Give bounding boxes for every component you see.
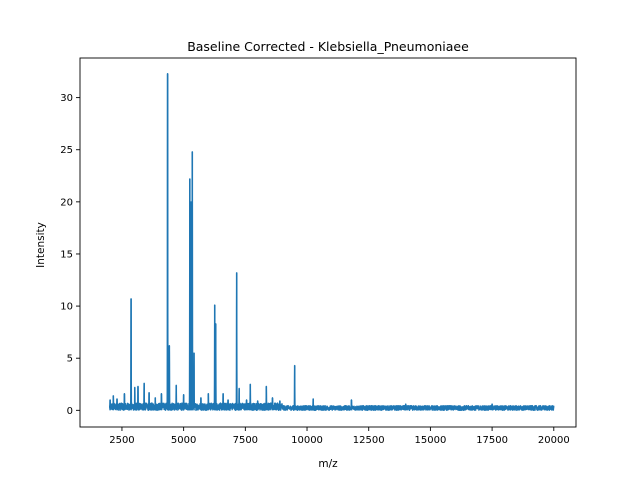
x-axis-label: m/z <box>318 458 338 470</box>
x-tick-label: 7500 <box>233 435 258 446</box>
x-tick-label: 15000 <box>415 435 447 446</box>
y-tick-label: 15 <box>60 249 73 260</box>
x-tick-label: 5000 <box>171 435 196 446</box>
x-tick-label: 20000 <box>538 435 570 446</box>
plot-area <box>108 72 555 411</box>
y-tick-label: 5 <box>67 354 73 365</box>
y-tick-label: 0 <box>67 406 73 417</box>
x-tick-label: 10000 <box>291 435 323 446</box>
y-tick-label: 30 <box>60 93 73 104</box>
y-tick-label: 10 <box>60 302 73 313</box>
x-tick-label: 12500 <box>353 435 385 446</box>
x-tick-label: 17500 <box>476 435 508 446</box>
y-axis-label: Intensity <box>35 222 47 268</box>
y-axis: 0 5 10 15 20 25 30 <box>60 93 80 417</box>
y-tick-label: 25 <box>60 145 73 156</box>
chart-title: Baseline Corrected - Klebsiella_Pneumoni… <box>187 39 469 54</box>
x-tick-label: 2500 <box>109 435 134 446</box>
y-tick-label: 20 <box>60 197 73 208</box>
x-axis: 2500 5000 7500 10000 12500 15000 17500 20000 <box>109 427 570 446</box>
plot-frame <box>79 57 577 428</box>
